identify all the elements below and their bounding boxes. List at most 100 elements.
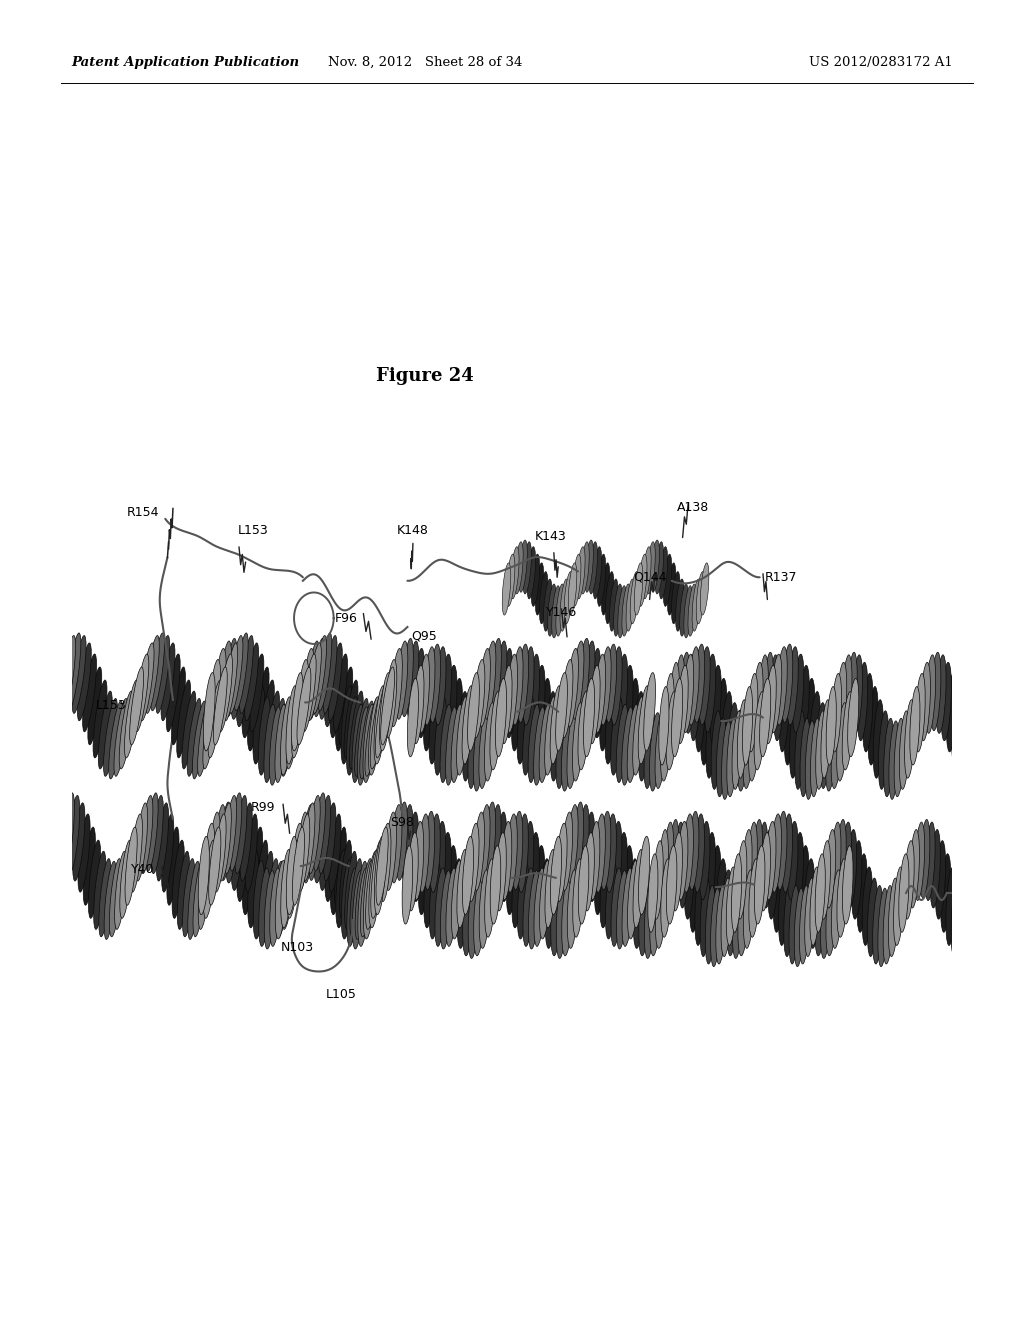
Ellipse shape [889, 721, 899, 800]
Ellipse shape [764, 652, 773, 731]
Ellipse shape [717, 718, 726, 797]
Ellipse shape [561, 660, 573, 738]
Text: Patent Application Publication: Patent Application Publication [72, 55, 300, 69]
Ellipse shape [489, 692, 501, 770]
Text: Q95: Q95 [411, 630, 437, 643]
Ellipse shape [302, 653, 316, 731]
Ellipse shape [584, 833, 594, 911]
Ellipse shape [390, 648, 402, 727]
Ellipse shape [688, 583, 696, 636]
Ellipse shape [732, 711, 742, 789]
Ellipse shape [867, 878, 878, 957]
Ellipse shape [696, 572, 705, 624]
Ellipse shape [275, 861, 287, 939]
Ellipse shape [672, 572, 680, 624]
Ellipse shape [318, 796, 331, 874]
Ellipse shape [941, 663, 951, 741]
Ellipse shape [130, 667, 143, 744]
Ellipse shape [578, 639, 590, 717]
Ellipse shape [429, 644, 440, 722]
Ellipse shape [473, 812, 484, 891]
Ellipse shape [693, 644, 705, 722]
Ellipse shape [700, 562, 709, 615]
Ellipse shape [293, 828, 304, 906]
Ellipse shape [842, 655, 852, 734]
Ellipse shape [653, 841, 664, 919]
Ellipse shape [517, 685, 529, 764]
Ellipse shape [551, 702, 561, 781]
Ellipse shape [225, 805, 237, 883]
Ellipse shape [407, 642, 419, 719]
Ellipse shape [364, 861, 375, 939]
Ellipse shape [435, 821, 445, 900]
Ellipse shape [633, 849, 644, 928]
Ellipse shape [564, 572, 572, 624]
Ellipse shape [502, 562, 511, 615]
Ellipse shape [721, 878, 731, 957]
Ellipse shape [146, 793, 158, 871]
Ellipse shape [977, 867, 987, 945]
Ellipse shape [878, 888, 888, 966]
Ellipse shape [805, 721, 815, 800]
Ellipse shape [396, 803, 408, 880]
Ellipse shape [857, 663, 867, 741]
Ellipse shape [209, 660, 221, 738]
Ellipse shape [413, 648, 424, 727]
Ellipse shape [369, 697, 380, 775]
Ellipse shape [711, 846, 721, 924]
Ellipse shape [219, 803, 231, 880]
Ellipse shape [545, 697, 556, 775]
Ellipse shape [182, 858, 195, 937]
Ellipse shape [633, 697, 644, 775]
Ellipse shape [313, 805, 325, 883]
Ellipse shape [727, 702, 737, 781]
Ellipse shape [199, 851, 210, 929]
Ellipse shape [749, 859, 760, 937]
Ellipse shape [182, 692, 196, 770]
Ellipse shape [47, 814, 58, 892]
Ellipse shape [528, 833, 540, 911]
Ellipse shape [440, 655, 452, 733]
Ellipse shape [313, 639, 326, 717]
Ellipse shape [522, 697, 535, 775]
Ellipse shape [904, 841, 914, 919]
Ellipse shape [716, 678, 727, 756]
Ellipse shape [685, 655, 695, 734]
Ellipse shape [572, 554, 581, 606]
Ellipse shape [264, 705, 275, 783]
Ellipse shape [540, 678, 551, 756]
Ellipse shape [748, 822, 758, 900]
Ellipse shape [973, 721, 983, 800]
Ellipse shape [799, 846, 809, 924]
Ellipse shape [677, 821, 688, 900]
Ellipse shape [253, 685, 265, 764]
Ellipse shape [135, 803, 147, 880]
Ellipse shape [237, 824, 248, 902]
Ellipse shape [496, 678, 507, 756]
Ellipse shape [677, 665, 688, 743]
Ellipse shape [577, 546, 585, 599]
Ellipse shape [843, 846, 853, 924]
Ellipse shape [768, 841, 778, 919]
Ellipse shape [765, 665, 776, 743]
Ellipse shape [562, 878, 572, 956]
Ellipse shape [617, 586, 627, 638]
Ellipse shape [339, 667, 352, 744]
Ellipse shape [809, 692, 820, 770]
Ellipse shape [135, 653, 148, 731]
Ellipse shape [600, 647, 611, 725]
Ellipse shape [434, 697, 446, 775]
Ellipse shape [523, 821, 534, 900]
Ellipse shape [336, 849, 347, 928]
Ellipse shape [376, 828, 388, 906]
Ellipse shape [638, 685, 650, 764]
Ellipse shape [380, 673, 391, 751]
Ellipse shape [930, 829, 940, 908]
Ellipse shape [628, 861, 639, 939]
Ellipse shape [610, 697, 623, 775]
Ellipse shape [451, 705, 463, 783]
Ellipse shape [385, 812, 396, 891]
Ellipse shape [261, 851, 273, 929]
Ellipse shape [83, 653, 96, 731]
Ellipse shape [297, 812, 308, 891]
